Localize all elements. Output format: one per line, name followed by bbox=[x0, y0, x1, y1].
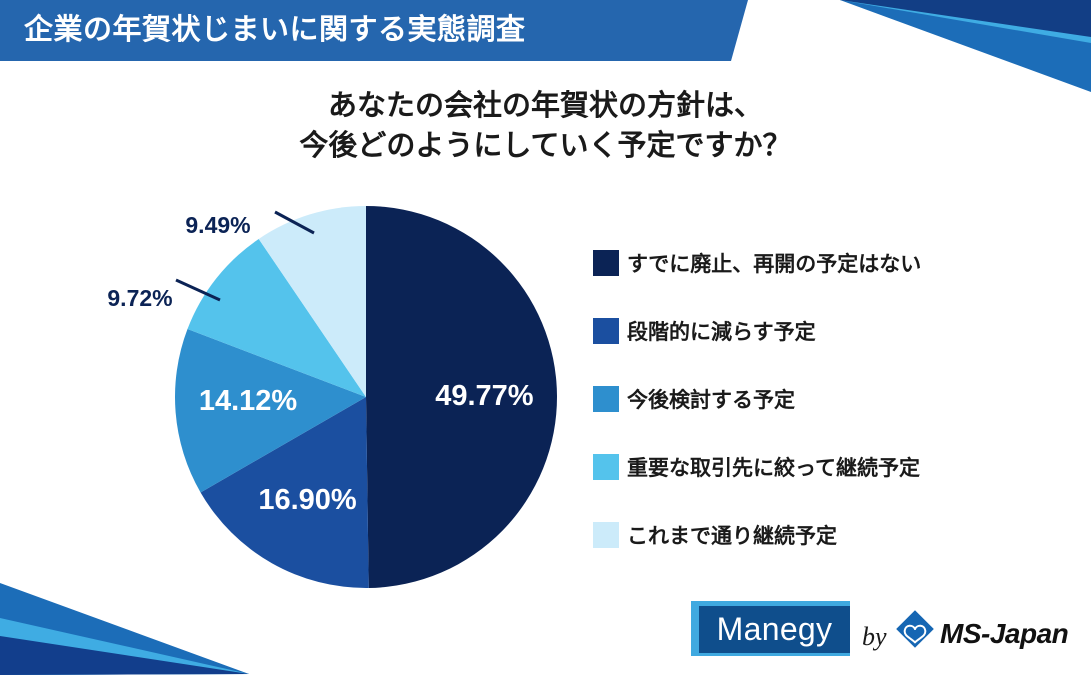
svg-text:14.12%: 14.12% bbox=[199, 385, 298, 417]
svg-text:9.72%: 9.72% bbox=[107, 285, 172, 311]
svg-text:16.90%: 16.90% bbox=[258, 484, 357, 516]
svg-text:49.77%: 49.77% bbox=[435, 380, 534, 412]
svg-text:9.49%: 9.49% bbox=[185, 212, 250, 238]
